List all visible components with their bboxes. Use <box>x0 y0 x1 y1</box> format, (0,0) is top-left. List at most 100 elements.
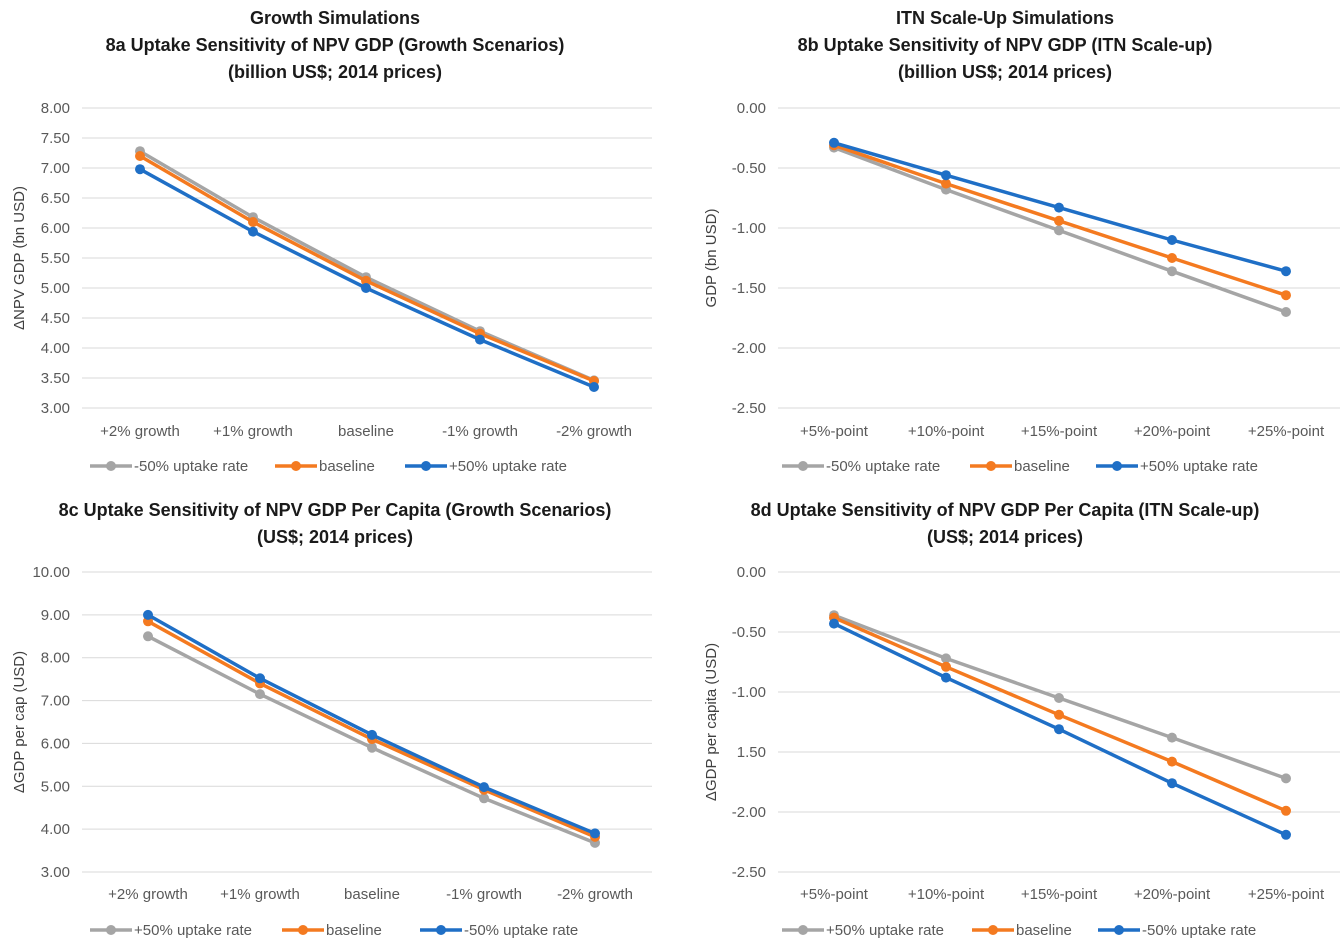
x-tick-label: +1% growth <box>213 423 293 440</box>
data-point <box>135 151 145 161</box>
data-point <box>1054 216 1064 226</box>
x-tick-label: baseline <box>344 886 400 903</box>
x-tick-label: +25%-point <box>1248 423 1325 440</box>
y-tick-label: 7.00 <box>41 160 70 177</box>
y-tick-label: 8.00 <box>41 100 70 117</box>
chart-svg-8d: 0.00 -0.50 -1.00 1.50 -2.00 -2.50 +5%-point +10… <box>670 480 1340 941</box>
x-tick-label: +10%-point <box>908 423 985 440</box>
data-point <box>829 619 839 629</box>
data-point <box>590 828 600 838</box>
data-point <box>248 227 258 237</box>
y-tick-label: 1.50 <box>737 744 766 761</box>
data-point <box>829 138 839 148</box>
x-tick-label: +20%-point <box>1134 886 1211 903</box>
x-tick-label: -1% growth <box>442 423 518 440</box>
legend-label: -50% uptake rate <box>464 922 578 939</box>
legend-label: +50% uptake rate <box>134 922 252 939</box>
legend-item: -50% uptake rate <box>90 458 248 475</box>
y-axis-label: ΔGDP per cap (USD) <box>11 651 28 793</box>
x-tick-label: -2% growth <box>557 886 633 903</box>
y-tick-label: 4.50 <box>41 310 70 327</box>
chart-panel-8a: Growth Simulations 8a Uptake Sensitivity… <box>0 0 670 480</box>
legend-label: baseline <box>1014 458 1070 475</box>
plot-area: 0.00-0.50-1.001.50-2.00-2.50+5%-point +10… <box>703 564 1340 939</box>
data-point <box>941 673 951 683</box>
y-tick-label: 6.50 <box>41 190 70 207</box>
y-tick-label: -0.50 <box>732 624 766 641</box>
legend-label: -50% uptake rate <box>134 458 248 475</box>
legend-item: baseline <box>275 458 375 475</box>
x-tick-label: +25%-point <box>1248 886 1325 903</box>
data-point <box>1281 307 1291 317</box>
y-tick-label: -1.50 <box>732 280 766 297</box>
chart-svg-8a: 8.00 7.50 7.00 6.50 6.00 5.50 5.00 4.50 4.00 3.50… <box>0 0 670 480</box>
legend-label: baseline <box>319 458 375 475</box>
data-point <box>479 793 489 803</box>
y-tick-label: 0.00 <box>737 564 766 581</box>
legend-item: baseline <box>970 458 1070 475</box>
legend-item: +50% uptake rate <box>405 458 567 475</box>
legend-label: -50% uptake rate <box>826 458 940 475</box>
legend-item: +50% uptake rate <box>90 922 252 939</box>
y-axis-label: ΔGDP per capita (USD) <box>703 643 720 801</box>
legend-label: +50% uptake rate <box>826 922 944 939</box>
chart-svg-8b: 0.00 -0.50 -1.00 -1.50 -2.00 -2.50 +5%-point +1… <box>670 0 1340 480</box>
x-tick-label: +15%-point <box>1021 886 1098 903</box>
y-tick-label: 5.00 <box>41 280 70 297</box>
data-point <box>1167 253 1177 263</box>
y-tick-label: -2.50 <box>732 864 766 881</box>
legend-item: -50% uptake rate <box>1098 922 1256 939</box>
data-point <box>255 689 265 699</box>
data-point <box>1167 266 1177 276</box>
y-axis-label: GDP (bn USD) <box>703 209 720 308</box>
y-tick-label: 7.50 <box>41 130 70 147</box>
data-point <box>1054 693 1064 703</box>
data-point <box>1281 806 1291 816</box>
data-point <box>1281 266 1291 276</box>
y-tick-label: -1.00 <box>732 220 766 237</box>
data-point <box>941 662 951 672</box>
y-tick-label: 8.00 <box>41 650 70 667</box>
legend-item: -50% uptake rate <box>420 922 578 939</box>
plot-area: 8.00 7.50 7.00 6.50 6.00 5.50 5.00 4.50 4.00 3.50… <box>11 100 652 475</box>
y-tick-label: -0.50 <box>732 160 766 177</box>
y-tick-label: 6.00 <box>41 220 70 237</box>
legend-label: -50% uptake rate <box>1142 922 1256 939</box>
data-point <box>941 170 951 180</box>
data-point <box>1054 724 1064 734</box>
plot-area: 10.00 9.00 8.00 7.00 6.00 5.00 4.00 3.00 +2% gro… <box>11 564 652 939</box>
data-point <box>479 782 489 792</box>
y-tick-label: 10.00 <box>32 564 70 581</box>
data-point <box>367 743 377 753</box>
y-tick-label: 7.00 <box>41 693 70 710</box>
legend-item: -50% uptake rate <box>782 458 940 475</box>
legend-label: +50% uptake rate <box>1140 458 1258 475</box>
y-tick-label: 3.00 <box>41 400 70 417</box>
legend-item: baseline <box>282 922 382 939</box>
data-point <box>1281 290 1291 300</box>
chart-panel-8c: 8c Uptake Sensitivity of NPV GDP Per Cap… <box>0 480 670 941</box>
data-point <box>1167 757 1177 767</box>
plot-area: 0.00 -0.50 -1.00 -1.50 -2.00 -2.50 +5%-point +1… <box>703 100 1340 475</box>
y-tick-label: 3.00 <box>41 864 70 881</box>
y-tick-label: -1.00 <box>732 684 766 701</box>
y-tick-label: 6.00 <box>41 735 70 752</box>
data-point <box>1054 710 1064 720</box>
legend-label: baseline <box>1016 922 1072 939</box>
x-tick-label: +10%-point <box>908 886 985 903</box>
x-tick-label: +5%-point <box>800 886 869 903</box>
series-line <box>140 151 594 380</box>
x-tick-label: baseline <box>338 423 394 440</box>
y-tick-label: 9.00 <box>41 607 70 624</box>
data-point <box>1054 203 1064 213</box>
x-tick-label: +1% growth <box>220 886 300 903</box>
x-tick-label: +20%-point <box>1134 423 1211 440</box>
y-axis-label: ΔNPV GDP (bn USD) <box>11 186 28 330</box>
data-point <box>1167 778 1177 788</box>
legend-item: baseline <box>972 922 1072 939</box>
chart-panel-8d: 8d Uptake Sensitivity of NPV GDP Per Cap… <box>670 480 1340 941</box>
y-tick-label: -2.50 <box>732 400 766 417</box>
data-point <box>475 335 485 345</box>
data-point <box>248 217 258 227</box>
x-tick-label: +15%-point <box>1021 423 1098 440</box>
